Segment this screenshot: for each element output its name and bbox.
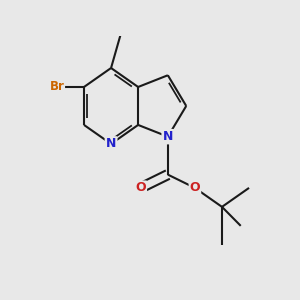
Text: N: N bbox=[163, 130, 173, 143]
Text: Br: Br bbox=[50, 80, 64, 94]
Text: N: N bbox=[106, 137, 116, 150]
Text: O: O bbox=[190, 182, 200, 194]
Text: O: O bbox=[136, 182, 146, 194]
